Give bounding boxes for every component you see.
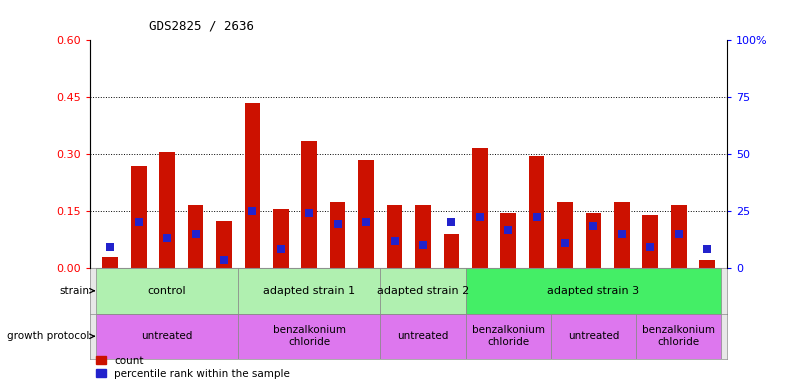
Point xyxy=(388,238,401,245)
Bar xyxy=(557,202,573,268)
Bar xyxy=(216,220,232,268)
Bar xyxy=(465,268,722,313)
Text: untreated: untreated xyxy=(567,331,619,341)
Bar xyxy=(636,313,722,359)
Text: GDS2825 / 2636: GDS2825 / 2636 xyxy=(149,20,255,33)
Point xyxy=(615,231,628,237)
Bar xyxy=(102,257,118,268)
Bar xyxy=(671,205,686,268)
Bar xyxy=(96,268,238,313)
Bar xyxy=(415,205,431,268)
Point xyxy=(303,210,315,216)
Point xyxy=(104,244,116,250)
Text: control: control xyxy=(148,286,186,296)
Text: growth protocol: growth protocol xyxy=(7,331,90,341)
Text: adapted strain 3: adapted strain 3 xyxy=(547,286,640,296)
Point xyxy=(417,242,429,248)
Bar xyxy=(529,156,545,268)
Text: strain: strain xyxy=(60,286,90,296)
Bar xyxy=(387,205,402,268)
Point xyxy=(161,235,174,241)
Bar xyxy=(273,209,288,268)
Text: untreated: untreated xyxy=(141,331,193,341)
Text: benzalkonium
chloride: benzalkonium chloride xyxy=(642,326,715,347)
Bar xyxy=(443,234,459,268)
Legend: count, percentile rank within the sample: count, percentile rank within the sample xyxy=(96,356,290,379)
Bar xyxy=(465,313,551,359)
Bar xyxy=(472,149,487,268)
Point xyxy=(332,221,344,227)
Point xyxy=(246,208,259,214)
Bar xyxy=(188,205,204,268)
Point xyxy=(360,219,373,225)
Bar xyxy=(330,202,346,268)
Bar xyxy=(586,213,601,268)
Text: adapted strain 2: adapted strain 2 xyxy=(376,286,469,296)
Bar xyxy=(642,215,658,268)
Point xyxy=(587,223,600,229)
Point xyxy=(502,227,515,233)
Point xyxy=(473,214,486,220)
Bar xyxy=(358,160,374,268)
Bar xyxy=(501,213,516,268)
Point xyxy=(189,231,202,237)
Point xyxy=(644,244,656,250)
Point xyxy=(218,257,230,263)
Text: benzalkonium
chloride: benzalkonium chloride xyxy=(472,326,545,347)
Text: benzalkonium
chloride: benzalkonium chloride xyxy=(273,326,346,347)
Bar xyxy=(160,152,175,268)
Point xyxy=(132,219,145,225)
Bar xyxy=(244,103,260,268)
Bar xyxy=(301,141,317,268)
Point xyxy=(673,231,685,237)
Bar xyxy=(238,313,380,359)
Point xyxy=(274,246,287,252)
Bar xyxy=(380,313,465,359)
Bar xyxy=(551,313,636,359)
Point xyxy=(559,240,571,247)
Bar xyxy=(238,268,380,313)
Text: untreated: untreated xyxy=(397,331,449,341)
Point xyxy=(531,214,543,220)
Bar xyxy=(380,268,465,313)
Point xyxy=(445,219,457,225)
Bar xyxy=(131,166,146,268)
Point xyxy=(701,246,714,252)
Text: adapted strain 1: adapted strain 1 xyxy=(263,286,355,296)
Bar xyxy=(96,313,238,359)
Bar xyxy=(614,202,630,268)
Bar xyxy=(700,260,715,268)
